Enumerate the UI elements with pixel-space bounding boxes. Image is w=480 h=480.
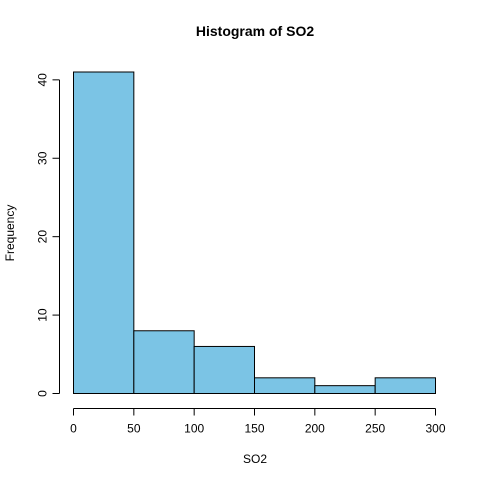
x-axis: 0 50 100 150 200 250 300 <box>70 408 446 436</box>
bars-group <box>73 71 436 395</box>
y-axis-label: Frequency <box>3 205 17 262</box>
x-tick-label: 200 <box>305 422 325 436</box>
x-tick-label: 100 <box>184 422 204 436</box>
y-tick-label: 20 <box>36 230 50 244</box>
histogram-bar-1 <box>133 330 195 394</box>
x-axis-label: SO2 <box>243 452 267 466</box>
histogram-bar-0 <box>73 71 135 394</box>
x-tick-label: 300 <box>425 422 445 436</box>
x-tick-label: 0 <box>70 422 77 436</box>
x-tick-label: 50 <box>127 422 141 436</box>
x-tick-label: 150 <box>244 422 264 436</box>
histogram-bar-5 <box>374 377 436 395</box>
histogram-bar-3 <box>254 377 316 395</box>
y-axis: 0 10 20 30 40 <box>36 73 60 397</box>
chart-title: Histogram of SO2 <box>196 23 314 39</box>
y-tick-label: 0 <box>36 390 50 397</box>
histogram-bar-4 <box>314 385 376 395</box>
y-tick-label: 10 <box>36 308 50 322</box>
y-tick-label: 40 <box>36 73 50 87</box>
y-tick-label: 30 <box>36 151 50 165</box>
histogram-bar-2 <box>193 345 256 395</box>
x-tick-label: 250 <box>365 422 385 436</box>
